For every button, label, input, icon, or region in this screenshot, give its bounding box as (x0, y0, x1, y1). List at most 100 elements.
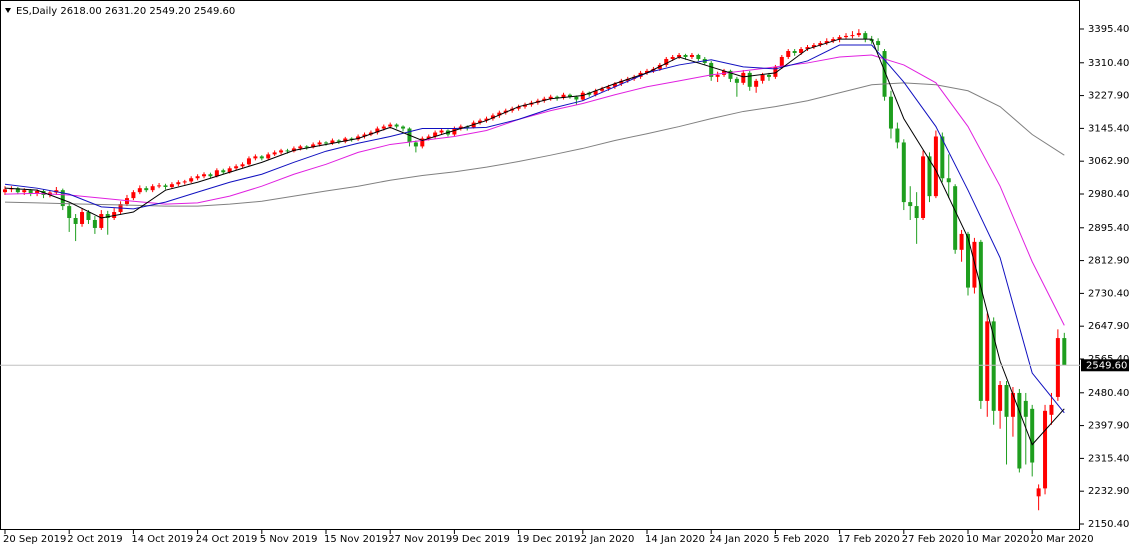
candle-body (67, 206, 72, 219)
y-tick-label: 3062.90 (1088, 156, 1129, 167)
candle-body (92, 219, 97, 228)
candle-body (991, 321, 996, 411)
candle-body (664, 58, 669, 65)
candle-body (311, 144, 316, 148)
candle-body (1004, 384, 1009, 417)
candle-body (86, 212, 91, 220)
candle-body (163, 185, 168, 187)
candle-body (343, 138, 348, 142)
moving-average (4, 82, 1065, 207)
candle-body (927, 156, 932, 197)
candle-body (1017, 392, 1022, 469)
x-tick-label: 5 Nov 2019 (260, 534, 318, 545)
x-tick-label: 2 Jan 2020 (581, 534, 635, 545)
candle-body (946, 178, 951, 183)
y-tick-label: 2895.40 (1088, 223, 1129, 234)
candle-body (567, 94, 572, 97)
y-tick-label: 2730.40 (1088, 288, 1129, 299)
candle-body (3, 189, 7, 193)
candle-body (760, 74, 765, 81)
candle-body (150, 186, 155, 191)
candle-body (375, 128, 380, 133)
x-tick-label: 2 Oct 2019 (67, 534, 122, 545)
x-tick-label: 20 Sep 2019 (3, 534, 66, 545)
candle-body (998, 384, 1003, 411)
moving-average (4, 44, 1065, 414)
candle-body (689, 54, 694, 57)
candle-body (433, 132, 438, 137)
candle-body (272, 152, 277, 155)
candle-body (497, 112, 502, 116)
candle-body (773, 66, 778, 77)
x-tick-label: 19 Dec 2019 (517, 534, 581, 545)
candle-body (356, 136, 361, 140)
candle-body (240, 164, 245, 167)
candle-body (863, 33, 868, 40)
candle-body (516, 106, 521, 109)
candle-body (388, 124, 393, 127)
candle-body (362, 134, 367, 137)
candle-body (381, 126, 386, 129)
candle-body (799, 49, 804, 53)
candle-body (734, 78, 739, 83)
candle-body (131, 192, 136, 199)
candle-body (593, 90, 598, 95)
candle-body (324, 142, 328, 144)
candle-body (888, 96, 893, 129)
candle-body (195, 176, 200, 179)
candle-body (157, 185, 162, 187)
y-tick-label: 3395.40 (1088, 24, 1129, 35)
candle-body (645, 70, 649, 73)
candle-body (683, 54, 688, 57)
candle-body (728, 70, 733, 79)
candle-body (824, 41, 829, 44)
candle-body (439, 130, 444, 133)
candle-body (972, 241, 977, 288)
x-tick-label: 14 Jan 2020 (645, 534, 705, 545)
candle-body (1023, 400, 1028, 417)
candle-body (587, 92, 592, 95)
candle-body (779, 56, 784, 67)
candle-body (959, 233, 964, 250)
candle-body (786, 51, 791, 57)
x-tick-label: 20 Mar 2020 (1030, 534, 1093, 545)
candle-body (831, 39, 836, 42)
candle-body (805, 47, 810, 50)
candle-body (978, 241, 983, 401)
candle-body (202, 174, 207, 177)
candle-body (850, 35, 855, 37)
candle-body (478, 120, 483, 123)
candle-body (542, 98, 547, 101)
candle-body (234, 166, 239, 169)
y-tick-label: 2150.40 (1088, 519, 1129, 530)
candle-body (523, 104, 528, 107)
candle-body (606, 86, 611, 89)
x-tick-label: 17 Feb 2020 (838, 534, 900, 545)
candle-body (844, 35, 849, 38)
candle-body (214, 170, 219, 177)
y-tick-label: 2397.90 (1088, 421, 1129, 432)
candle-body (580, 92, 585, 100)
candle-body (921, 156, 926, 219)
candle-body (176, 182, 181, 185)
y-tick-label: 3310.40 (1088, 58, 1129, 69)
candle-body (105, 214, 110, 219)
candle-body (741, 72, 746, 83)
candle-body (484, 118, 489, 121)
candle-body (304, 146, 309, 148)
x-tick-label: 9 Dec 2019 (452, 534, 510, 545)
candle-body (901, 142, 906, 203)
candle-body (600, 88, 605, 91)
y-tick-label: 2980.40 (1088, 189, 1129, 200)
candle-body (208, 174, 213, 177)
candle-body (112, 212, 117, 219)
x-tick-label: 24 Jan 2020 (709, 534, 769, 545)
y-tick-label: 3227.90 (1088, 91, 1129, 102)
candle-body (677, 54, 682, 57)
candle-body (458, 126, 463, 129)
candle-body (953, 186, 958, 250)
y-tick-label: 2232.90 (1088, 486, 1129, 497)
candle-body (612, 83, 617, 87)
candle-body (60, 190, 65, 207)
menu-arrow (5, 8, 11, 13)
